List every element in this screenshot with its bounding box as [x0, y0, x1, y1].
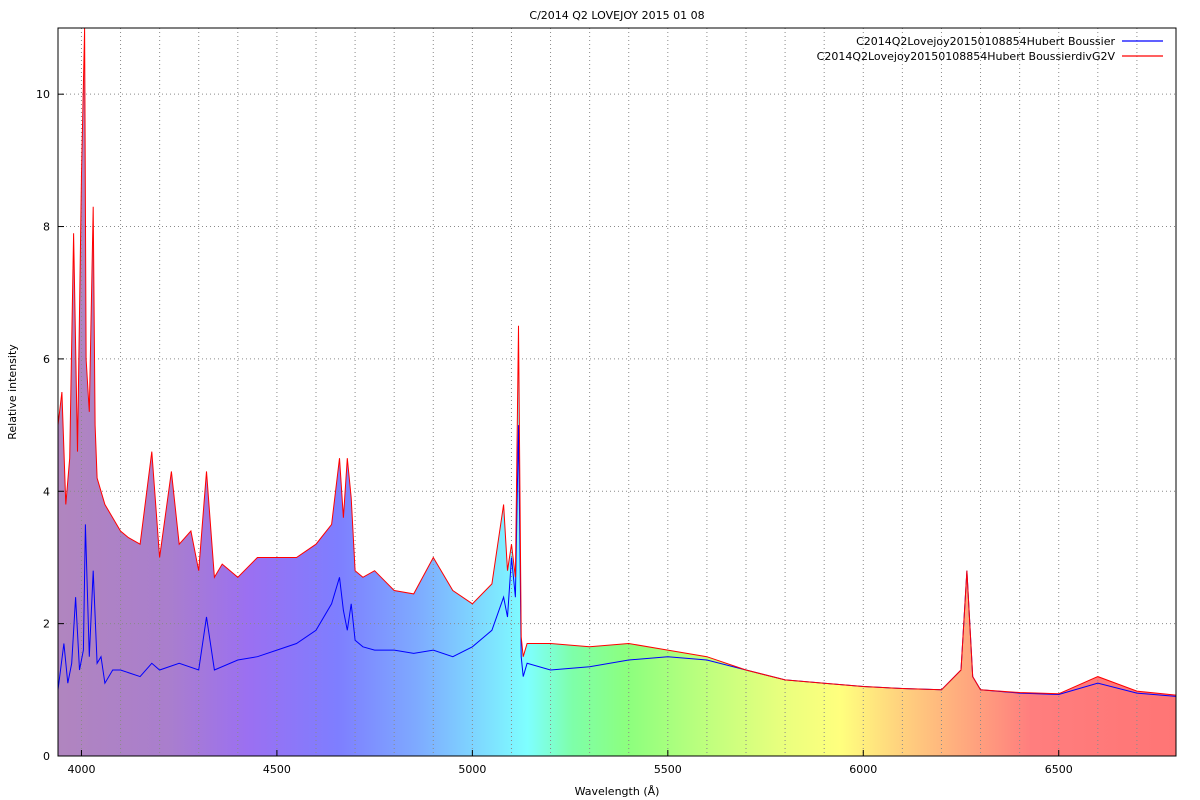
- grid-lines: [58, 28, 1177, 757]
- plot-area: 4000 4500 5000 5500 6000 6500 0 2 4 6 8 10: [36, 27, 1177, 776]
- legend-label-series-1: C2014Q2Lovejoy20150108854Hubert Boussier: [856, 35, 1115, 48]
- y-axis-label: Relative intensity: [6, 344, 19, 440]
- y-tick-label: 10: [36, 88, 50, 101]
- axis-ticks: 4000 4500 5000 5500 6000 6500 0 2 4 6 8 10: [36, 88, 1073, 776]
- y-tick-label: 4: [43, 485, 50, 498]
- x-tick-label: 6500: [1045, 763, 1073, 776]
- x-tick-label: 4000: [67, 763, 95, 776]
- series-line-2: [58, 28, 1176, 696]
- y-tick-label: 6: [43, 353, 50, 366]
- chart-title: C/2014 Q2 LOVEJOY 2015 01 08: [529, 9, 704, 22]
- y-tick-label: 0: [43, 750, 50, 763]
- y-tick-label: 8: [43, 221, 50, 234]
- series-lines: [58, 28, 1176, 697]
- x-tick-label: 4500: [263, 763, 291, 776]
- x-tick-label: 5500: [654, 763, 682, 776]
- plot-border: [57, 27, 1177, 757]
- y-tick-label: 2: [43, 618, 50, 631]
- x-axis-label: Wavelength (Å): [575, 785, 660, 798]
- spectrum-fill: [58, 28, 1176, 756]
- legend: C2014Q2Lovejoy20150108854Hubert Boussier…: [817, 35, 1163, 63]
- x-tick-label: 6000: [849, 763, 877, 776]
- x-tick-label: 5000: [458, 763, 486, 776]
- legend-label-series-2: C2014Q2Lovejoy20150108854Hubert Boussier…: [817, 50, 1116, 63]
